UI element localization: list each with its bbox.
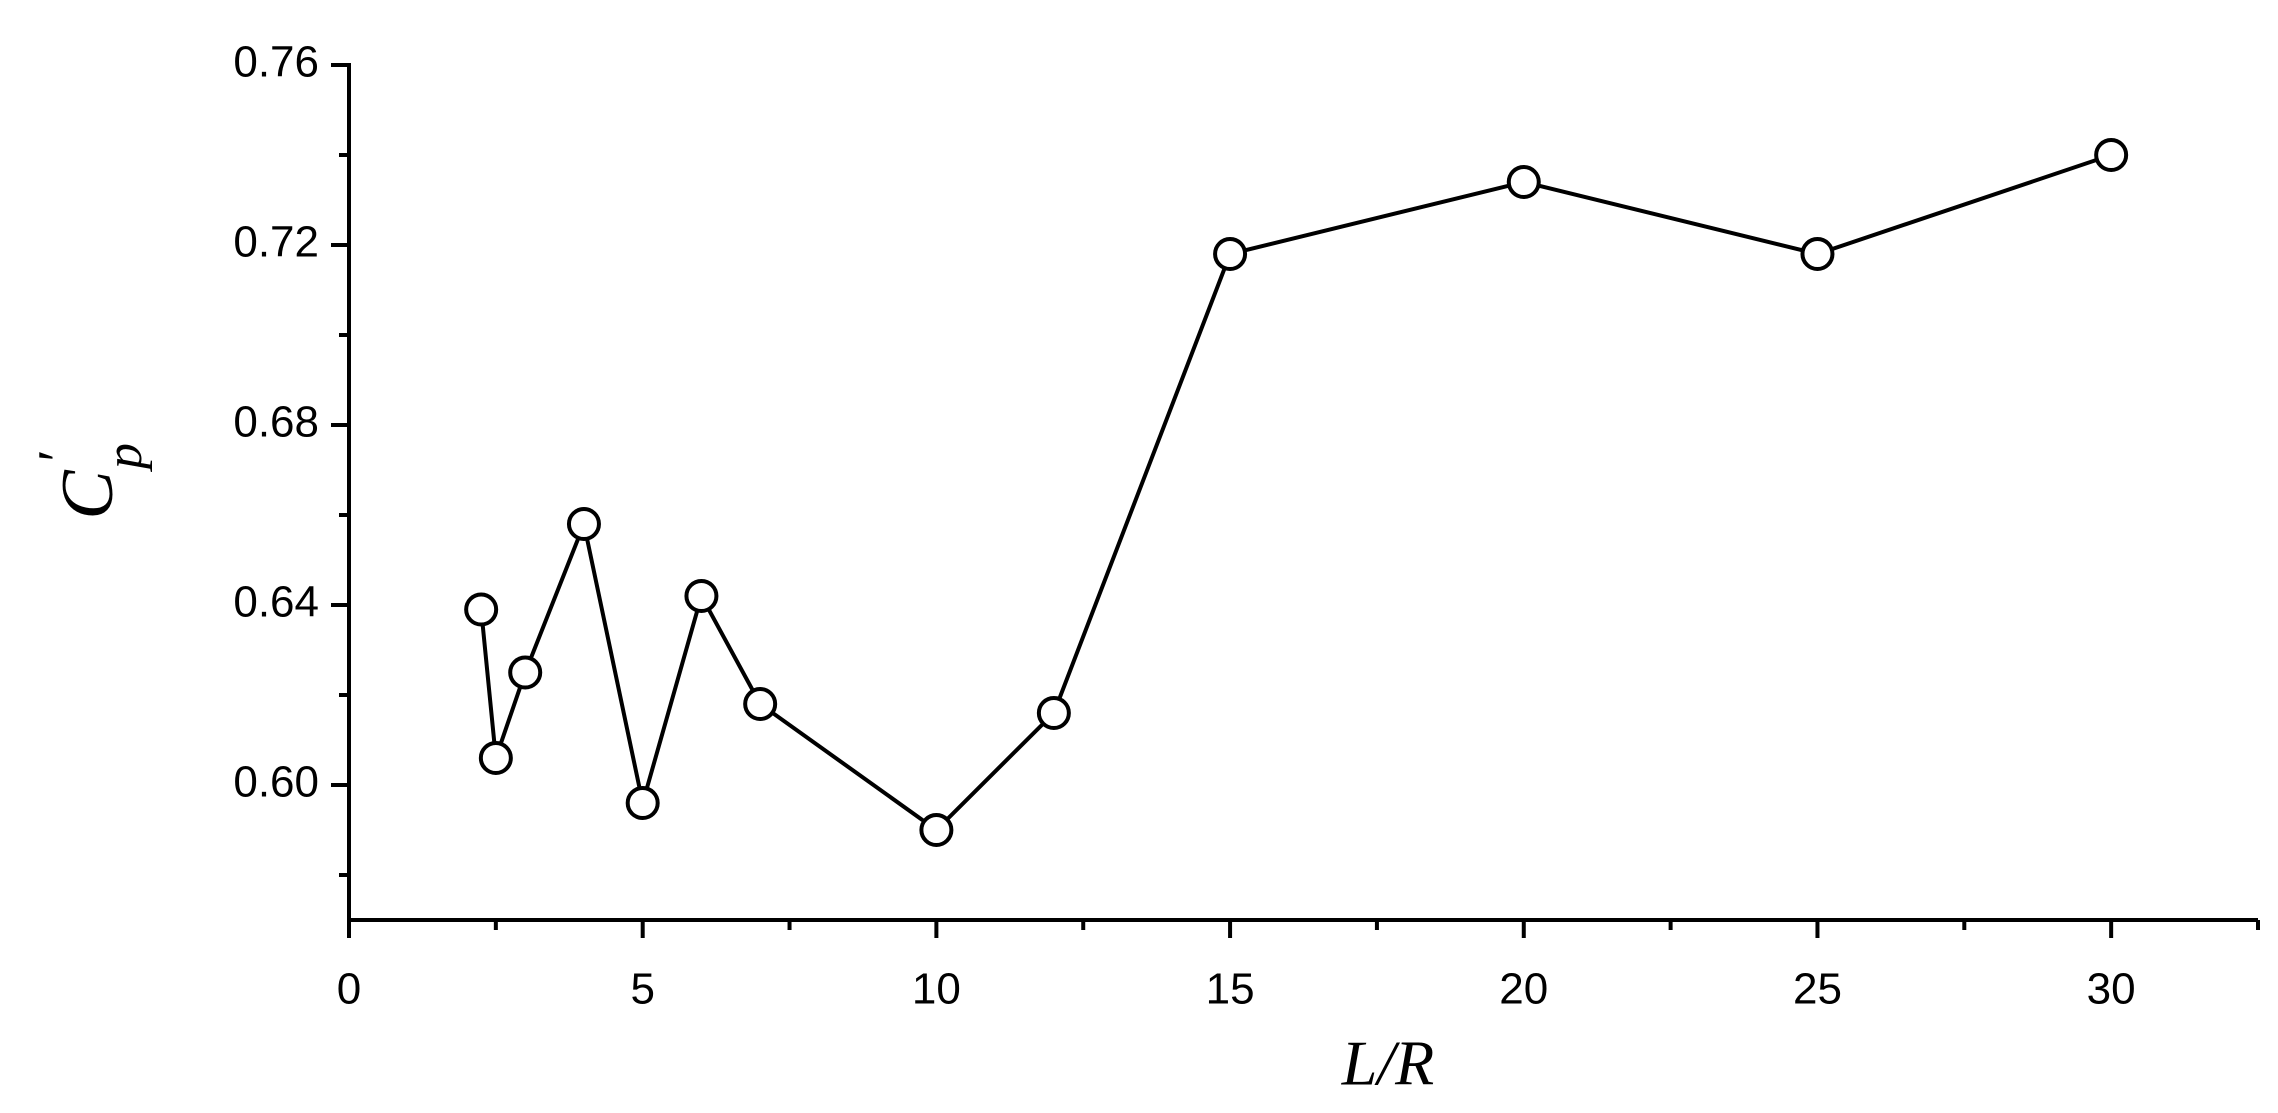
y-axis-title-base: C [47, 469, 129, 520]
x-tick-label: 20 [1499, 965, 1548, 1014]
marker [1506, 165, 1541, 199]
marker [508, 655, 543, 690]
y-tick-label: 0.60 [233, 758, 319, 807]
marker [478, 741, 513, 775]
marker [1036, 696, 1071, 730]
x-tick-label: 0 [337, 965, 361, 1014]
y-tick-label: 0.64 [233, 578, 319, 627]
x-tick-label: 25 [1793, 965, 1842, 1014]
marker [625, 786, 660, 820]
x-tick-label: 30 [2087, 965, 2136, 1014]
x-tick-label: 10 [912, 965, 961, 1014]
y-axis-title: C ′ p [27, 443, 153, 520]
y-tick-label: 0.76 [233, 38, 319, 87]
y-axis-title-prime: ′ [27, 452, 89, 465]
y-axis-title-subscript: p [96, 443, 153, 473]
y-tick-label: 0.68 [233, 398, 319, 447]
x-axis-title: L/R [1341, 1028, 1434, 1099]
x-tick-label: 15 [1206, 965, 1255, 1014]
marker [1800, 237, 1835, 271]
marker [2094, 138, 2129, 172]
series-line [479, 153, 2112, 833]
marker [684, 579, 719, 613]
marker [743, 687, 778, 721]
marker [1213, 237, 1248, 271]
y-tick-label: 0.72 [233, 218, 319, 267]
marker [464, 592, 499, 627]
x-tick-label: 5 [630, 965, 654, 1014]
marker [566, 507, 601, 541]
marker [919, 813, 954, 847]
